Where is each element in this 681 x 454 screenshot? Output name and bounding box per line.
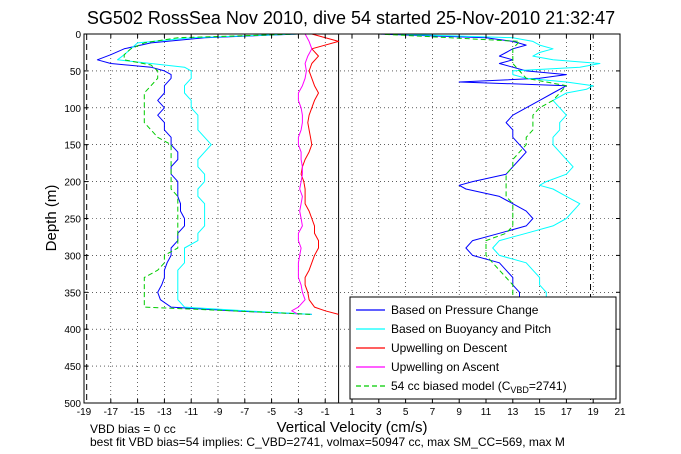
legend: Based on Pressure Change Based on Buoyanc…	[349, 296, 617, 400]
y-tick-label: 0	[75, 30, 81, 41]
y-tick-label: 350	[64, 288, 81, 299]
legend-label: Based on Pressure Change	[391, 303, 539, 317]
series-1-ascent-line	[365, 33, 601, 315]
x-tick-label: 13	[507, 407, 519, 418]
x-tick-label: 3	[376, 407, 382, 418]
series-0-descent-line	[96, 33, 312, 315]
legend-box	[349, 296, 617, 400]
legend-label-subscript: VBD	[510, 385, 529, 395]
vbd-bias-note: VBD bias = 0 cc	[90, 422, 176, 436]
legend-label: Based on Buoyancy and Pitch	[391, 322, 551, 336]
y-axis-ticks: 0 50 100 150 200 250 300 350 400 450 500	[64, 30, 620, 410]
x-axis-ticks: -19 -17 -15 -13 -11 -9 -7 -5 -3 -1 1 3 5 7 9 11 13 15 17 19…	[77, 34, 626, 418]
y-tick-label: 50	[70, 67, 82, 78]
x-tick-label: -7	[240, 407, 249, 418]
y-tick-label: 150	[64, 141, 81, 152]
legend-label: Upwelling on Ascent	[391, 360, 500, 374]
x-axis-label: Vertical Velocity (cm/s)	[277, 419, 428, 436]
x-tick-label: 9	[456, 407, 462, 418]
legend-label: 54 cc biased model (CVBD=2741)	[391, 379, 567, 395]
y-tick-label: 300	[64, 251, 81, 262]
x-tick-label: -11	[184, 407, 198, 418]
y-tick-label: 400	[64, 325, 81, 336]
x-tick-label: -13	[157, 407, 172, 418]
y-tick-label: 100	[64, 104, 81, 115]
x-tick-label: -3	[294, 407, 303, 418]
chart-title: SG502 RossSea Nov 2010, dive 54 started …	[87, 8, 615, 28]
x-tick-label: -5	[267, 407, 276, 418]
x-tick-label: 11	[481, 407, 492, 418]
x-tick-label: 5	[403, 407, 409, 418]
series-lines	[96, 33, 601, 315]
x-tick-label: 17	[561, 407, 573, 418]
x-tick-label: 19	[588, 407, 600, 418]
x-tick-label: 7	[430, 407, 436, 418]
series-0-ascent-line	[365, 33, 567, 315]
x-tick-label: 1	[349, 407, 355, 418]
y-tick-label: 200	[64, 178, 81, 189]
series-2-line	[300, 33, 340, 315]
series-4-ascent-line	[365, 33, 567, 315]
legend-label-suffix: =2741)	[529, 379, 567, 393]
legend-label-text: Based on Buoyancy and Pitch	[391, 322, 551, 336]
y-tick-label: 450	[64, 362, 81, 373]
best-fit-note: best fit VBD bias=54 implies: C_VBD=2741…	[90, 435, 565, 449]
legend-label: Upwelling on Descent	[391, 341, 508, 355]
y-tick-label: 250	[64, 215, 81, 226]
legend-label-text: Based on Pressure Change	[391, 303, 539, 317]
series-4-descent-line	[123, 33, 312, 315]
legend-label-text: 54 cc biased model (C	[391, 379, 511, 393]
series-3-line	[291, 33, 313, 315]
legend-label-text: Upwelling on Descent	[391, 341, 508, 355]
x-tick-label: -15	[130, 407, 145, 418]
x-tick-label: -19	[77, 407, 92, 418]
y-axis-label: Depth (m)	[43, 185, 60, 252]
x-tick-label: 21	[614, 407, 626, 418]
y-tick-label: 500	[64, 399, 81, 410]
x-tick-label: -9	[214, 407, 223, 418]
legend-label-text: Upwelling on Ascent	[391, 360, 500, 374]
x-tick-label: 15	[534, 407, 546, 418]
series-1-descent-line	[117, 33, 312, 315]
x-tick-label: -1	[321, 407, 330, 418]
x-tick-label: -17	[104, 407, 119, 418]
